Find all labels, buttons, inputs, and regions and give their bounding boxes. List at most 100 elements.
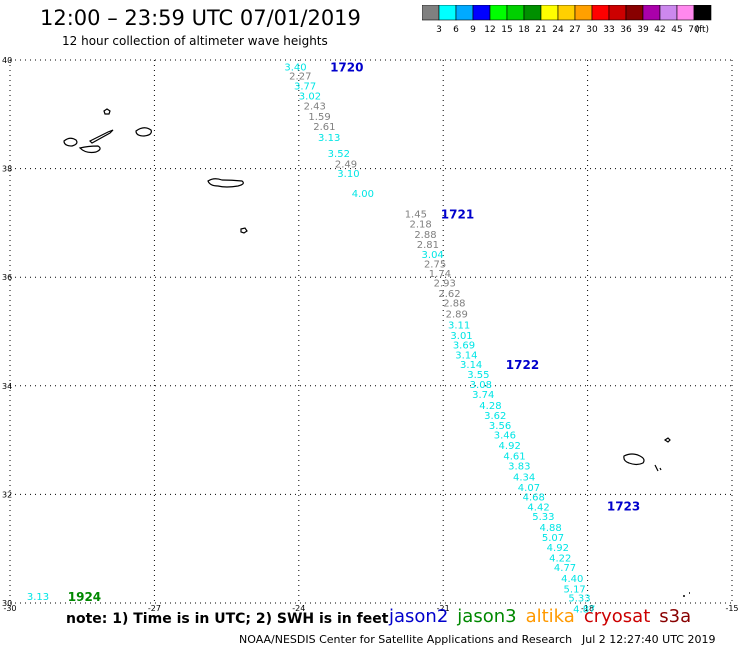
colorbar-swatch xyxy=(489,5,508,21)
colorbar-swatch xyxy=(422,5,440,21)
colorbar-label: 9 xyxy=(470,25,476,35)
pass-time-label: 1723 xyxy=(607,499,640,513)
colorbar-label: 30 xyxy=(586,25,598,35)
wave-height-value: 5.33 xyxy=(568,594,590,605)
colorbar-swatch xyxy=(642,5,661,21)
chart-title: 12:00 – 23:59 UTC 07/01/2019 xyxy=(40,6,361,30)
credit-text: NOAA/NESDIS Center for Satellite Applica… xyxy=(239,633,573,646)
island-porto-santo xyxy=(663,437,671,443)
satellite-name: altika xyxy=(525,606,575,627)
wave-height-value: 2.89 xyxy=(446,310,468,321)
colorbar-label: 36 xyxy=(620,25,632,35)
satellite-legend: jason2 jason3 altika cryosat s3a xyxy=(389,606,700,627)
wave-height-value: 3.14 xyxy=(460,360,482,371)
pass-labels: 1720 1721 1722 1723 1924 xyxy=(68,61,640,604)
wave-height-value: 3.04 xyxy=(422,250,444,261)
pass-time-label: 1924 xyxy=(68,590,101,604)
colorbar-label: 27 xyxy=(569,25,580,35)
satellite-name: jason2 xyxy=(389,606,449,627)
island-santa-maria xyxy=(240,227,248,234)
wave-height-value: 4.92 xyxy=(547,543,569,554)
wave-height-value: 4.68 xyxy=(523,493,545,504)
colorbar-swatch xyxy=(693,5,712,21)
colorbar-swatch xyxy=(472,5,491,21)
satellite-name: jason3 xyxy=(457,606,517,627)
pass-time-label: 1721 xyxy=(441,208,474,222)
satellite-name: cryosat xyxy=(583,606,651,627)
wave-height-value: 3.11 xyxy=(448,320,470,331)
wave-height-value: 3.62 xyxy=(484,411,506,422)
wave-height-value: 1.59 xyxy=(308,112,330,123)
wave-height-value: 3.55 xyxy=(467,370,489,381)
wave-height-value: 4.28 xyxy=(479,401,501,412)
lat-label: 34 xyxy=(2,382,12,391)
colorbar: 3 6 9 12 15 18 21 24 27 30 33 36 39 42 45 70(ft) xyxy=(422,5,712,35)
colorbar-swatch xyxy=(540,5,559,21)
wave-height-value: 5.33 xyxy=(532,512,554,523)
wave-height-value: 1.45 xyxy=(405,210,427,221)
lat-label: 32 xyxy=(2,490,12,499)
colorbar-label: 45 xyxy=(671,25,682,35)
wave-height-value: 3.14 xyxy=(455,350,477,361)
wave-height-value: 2.88 xyxy=(443,299,465,310)
wave-height-value: 2.49 xyxy=(335,160,357,171)
colorbar-label: 39 xyxy=(637,25,649,35)
pass-time-label: 1720 xyxy=(330,61,363,75)
wave-height-value: 4.88 xyxy=(539,523,561,534)
wave-height-value: 3.40 xyxy=(284,63,306,74)
colorbar-swatch xyxy=(506,5,525,21)
colorbar-swatch xyxy=(523,5,542,21)
wave-height-value: 3.13 xyxy=(318,133,340,144)
wave-height-value: 2.62 xyxy=(438,289,460,300)
lat-label: 36 xyxy=(2,273,12,282)
wave-height-value: 2.43 xyxy=(304,102,326,113)
wave-height-value: 3.02 xyxy=(299,91,321,102)
wave-height-value: 4.61 xyxy=(503,451,525,462)
wave-height-value: 4.00 xyxy=(352,189,374,200)
wave-height-value: 4.92 xyxy=(499,441,521,452)
colorbar-swatch xyxy=(676,5,695,21)
grid-lines xyxy=(9,59,733,604)
colorbar-label: 70 xyxy=(688,25,700,35)
wave-height-value: 2.75 xyxy=(424,260,446,271)
wave-height-value: 3.13 xyxy=(27,592,49,603)
wave-height-value: 3.69 xyxy=(453,341,475,352)
colorbar-swatch xyxy=(659,5,678,21)
units-note: note: 1) Time is in UTC; 2) SWH is in fe… xyxy=(66,611,389,627)
island-sao-jorge xyxy=(88,129,114,144)
island-pico xyxy=(78,145,101,154)
colorbar-swatch xyxy=(625,5,644,21)
wave-height-value: 3.83 xyxy=(508,462,530,473)
wave-height-value: 5.17 xyxy=(564,584,586,595)
wave-height-value: 3.46 xyxy=(494,431,516,442)
colorbar-label: 6 xyxy=(453,25,459,35)
colorbar-label: 24 xyxy=(552,25,564,35)
island-sao-miguel xyxy=(207,178,244,188)
wave-height-value: 2.81 xyxy=(417,240,439,251)
colorbar-swatch xyxy=(608,5,627,21)
wave-height-value: 2.27 xyxy=(289,72,311,83)
lat-label: 30 xyxy=(2,599,12,608)
wave-height-value: 3.52 xyxy=(328,149,350,160)
wave-height-value: 4.40 xyxy=(561,574,583,585)
satellite-name: s3a xyxy=(659,606,692,627)
colorbar-label: 33 xyxy=(603,25,614,35)
island-desertas xyxy=(654,464,662,472)
colorbar-label: 3 xyxy=(436,25,442,35)
colorbar-label: 12 xyxy=(484,25,495,35)
island-selvagens xyxy=(683,592,690,597)
pass-time-label: 1722 xyxy=(506,358,539,372)
colorbar-label: 42 xyxy=(654,25,665,35)
wave-height-value: 3.74 xyxy=(472,390,494,401)
landmasses xyxy=(63,108,690,597)
wave-height-value: 4.77 xyxy=(554,563,576,574)
colorbar-swatch xyxy=(557,5,576,21)
wave-height-value: 3.08 xyxy=(470,380,492,391)
wave-height-value: 4.34 xyxy=(513,472,535,483)
timestamp-text: Jul 2 12:27:40 UTC 2019 xyxy=(582,633,716,646)
wave-height-value: 4.22 xyxy=(549,553,571,564)
wave-height-value: 3.77 xyxy=(294,82,316,93)
colorbar-swatch xyxy=(438,5,457,21)
